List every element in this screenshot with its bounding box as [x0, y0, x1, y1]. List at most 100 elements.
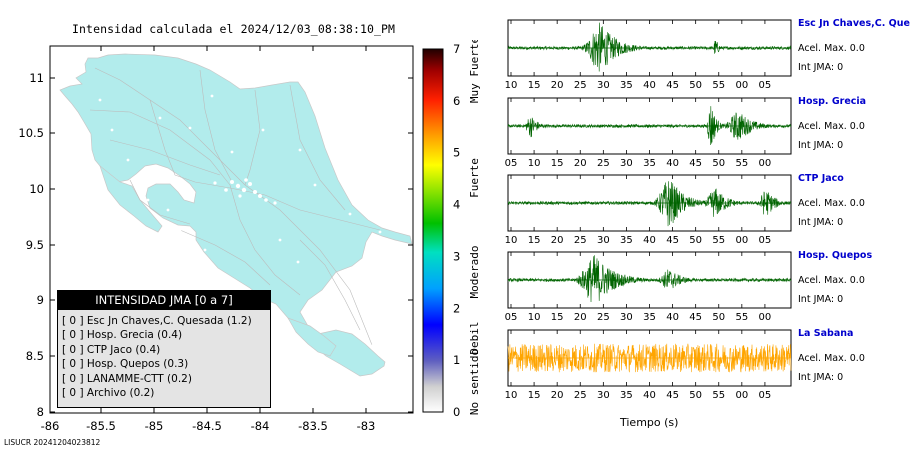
- station-name: La Sabana: [798, 328, 854, 339]
- colorbar-tick-label: 2: [453, 301, 460, 315]
- legend-item: [ 0 ] CTP Jaco (0.4): [62, 343, 161, 356]
- time-tick-label: 45: [666, 235, 679, 246]
- time-tick-label: 40: [666, 158, 679, 169]
- station-jma-intensity: Int JMA: 0: [798, 62, 844, 73]
- time-tick-label: 05: [759, 390, 772, 401]
- time-tick-label: 35: [643, 158, 656, 169]
- lon-tick-label: -85.5: [86, 419, 116, 433]
- time-tick-label: 55: [712, 80, 725, 91]
- seismogram-trace: [507, 106, 792, 145]
- seismogram-panel: 10 15 20 25 30 35 40 45 50 55 00 05 La Sabana Acel. M…: [500, 328, 910, 401]
- time-tick-label: 45: [666, 390, 679, 401]
- intensity-colorbar: 7 6 5 4 3 2 1 0 Muy Fuerte Fuerte Moderado DebilNo…: [422, 40, 481, 419]
- lon-tick-label: -83.5: [298, 419, 328, 433]
- map-roads: [89, 67, 381, 346]
- time-tick-label: 20: [574, 312, 587, 323]
- time-tick-label: 55: [735, 158, 748, 169]
- lat-tick-label: 9: [37, 293, 44, 307]
- map-axis-ticks: [49, 46, 413, 413]
- legend-item: [ 0 ] LANAMME-CTT (0.2): [62, 372, 192, 385]
- time-tick-label: 05: [759, 80, 772, 91]
- station-name: Esc Jn Chaves,C. Ques: [798, 18, 910, 29]
- map-axis-labels: -86 -85.5 -85 -84.5 -84 -83.5 -83 11 10.5 10 9.5 9 8…: [18, 71, 375, 433]
- time-tick-label: 20: [551, 80, 564, 91]
- time-tick-label: 35: [620, 80, 633, 91]
- time-tick-label: 15: [528, 80, 541, 91]
- time-tick-label: 10: [505, 390, 518, 401]
- lon-tick-label: -84.5: [192, 419, 222, 433]
- time-tick-label: 45: [666, 80, 679, 91]
- time-tick-label: 00: [735, 390, 748, 401]
- time-tick-label: 50: [712, 158, 725, 169]
- station-name: Hosp. Grecia: [798, 96, 867, 107]
- time-tick-label: 25: [574, 80, 587, 91]
- lat-tick-label: 11: [29, 71, 44, 85]
- time-tick-label: 05: [759, 235, 772, 246]
- time-tick-label: 35: [620, 235, 633, 246]
- time-tick-label: 55: [712, 390, 725, 401]
- legend-item: [ 0 ] Hosp. Quepos (0.3): [62, 358, 189, 371]
- time-tick-label: 20: [551, 235, 564, 246]
- time-tick-label: 05: [505, 158, 518, 169]
- lat-tick-label: 9.5: [26, 238, 44, 252]
- lat-tick-label: 10: [29, 182, 44, 196]
- legend-item: [ 0 ] Archivo (0.2): [62, 387, 155, 400]
- time-tick-label: 30: [620, 158, 633, 169]
- seismogram-trace: [507, 255, 792, 303]
- colorbar-tick-label: 7: [453, 42, 460, 56]
- time-tick-label: 10: [505, 235, 518, 246]
- time-tick-label: 50: [712, 312, 725, 323]
- colorbar-category-label: Muy Fuerte: [468, 40, 481, 103]
- time-tick-label: 50: [689, 235, 702, 246]
- time-tick-label: 10: [528, 158, 541, 169]
- station-max-accel: Acel. Max. 0.0: [798, 43, 865, 54]
- station-jma-intensity: Int JMA: 0: [798, 372, 844, 383]
- colorbar-category-label: Moderado: [468, 246, 481, 299]
- nicoya-coast: [99, 164, 163, 233]
- time-tick-label: 40: [666, 312, 679, 323]
- colorbar-tick-label: 3: [453, 249, 460, 263]
- seismogram-trace: [507, 22, 792, 72]
- station-name: CTP Jaco: [798, 173, 844, 184]
- colorbar-tick-label: 6: [453, 94, 460, 108]
- seismogram-panel: 10 15 20 25 30 35 40 45 50 55 00 05 Esc Jn Chaves,C.…: [500, 18, 910, 91]
- time-tick-label: 15: [528, 235, 541, 246]
- time-tick-label: 15: [551, 158, 564, 169]
- x-axis-label: Tiempo (s): [620, 416, 679, 429]
- seismogram-trace: [507, 181, 792, 227]
- colorbar-tick-label: 5: [453, 146, 460, 160]
- colorbar-tick-label: 1: [453, 353, 460, 367]
- lat-tick-label: 8: [37, 405, 44, 419]
- station-max-accel: Acel. Max. 0.0: [798, 353, 865, 364]
- time-tick-label: 40: [643, 235, 656, 246]
- lon-tick-label: -85: [145, 419, 164, 433]
- time-tick-label: 35: [643, 312, 656, 323]
- intensity-legend: INTENSIDAD JMA [0 a 7] [ 0 ] Esc Jn Chav…: [57, 290, 271, 408]
- time-tick-label: 55: [712, 235, 725, 246]
- colorbar-category-label: Fuerte: [468, 158, 481, 198]
- time-tick-label: 55: [735, 312, 748, 323]
- seismogram-panel: 05 10 15 20 25 30 35 40 45 50 55 00 Hosp. Grecia Acel…: [500, 96, 910, 169]
- time-tick-label: 10: [505, 80, 518, 91]
- legend-item: [ 0 ] Hosp. Grecia (0.4): [62, 329, 183, 342]
- time-tick-label: 00: [735, 235, 748, 246]
- legend-item: [ 0 ] Esc Jn Chaves,C. Quesada (1.2): [62, 315, 252, 327]
- time-tick-label: 30: [597, 390, 610, 401]
- map-towns: [98, 94, 382, 348]
- time-tick-label: 35: [620, 390, 633, 401]
- seismogram-panel: 05 10 15 20 25 30 35 40 45 50 55 00 Hosp. Quepos Acel…: [500, 250, 910, 323]
- station-max-accel: Acel. Max. 0.0: [798, 121, 865, 132]
- footer-id: LISUCR 20241204023812: [4, 438, 101, 447]
- seismogram-panel: 10 15 20 25 30 35 40 45 50 55 00 05 CTP Jaco Acel. Ma…: [500, 173, 910, 246]
- time-tick-label: 30: [597, 80, 610, 91]
- time-tick-label: 00: [735, 80, 748, 91]
- legend-title: INTENSIDAD JMA [0 a 7]: [58, 291, 270, 310]
- colorbar-category-label: No sentido: [468, 349, 481, 415]
- map-title: Intensidad calculada el 2024/12/03_08:38…: [72, 22, 396, 36]
- seismogram-trace: [507, 343, 792, 373]
- time-tick-label: 40: [643, 80, 656, 91]
- time-tick-label: 25: [597, 312, 610, 323]
- osa-peninsula: [287, 317, 337, 357]
- colorbar-category-label: Debil: [468, 321, 481, 354]
- lat-tick-label: 8.5: [26, 349, 44, 363]
